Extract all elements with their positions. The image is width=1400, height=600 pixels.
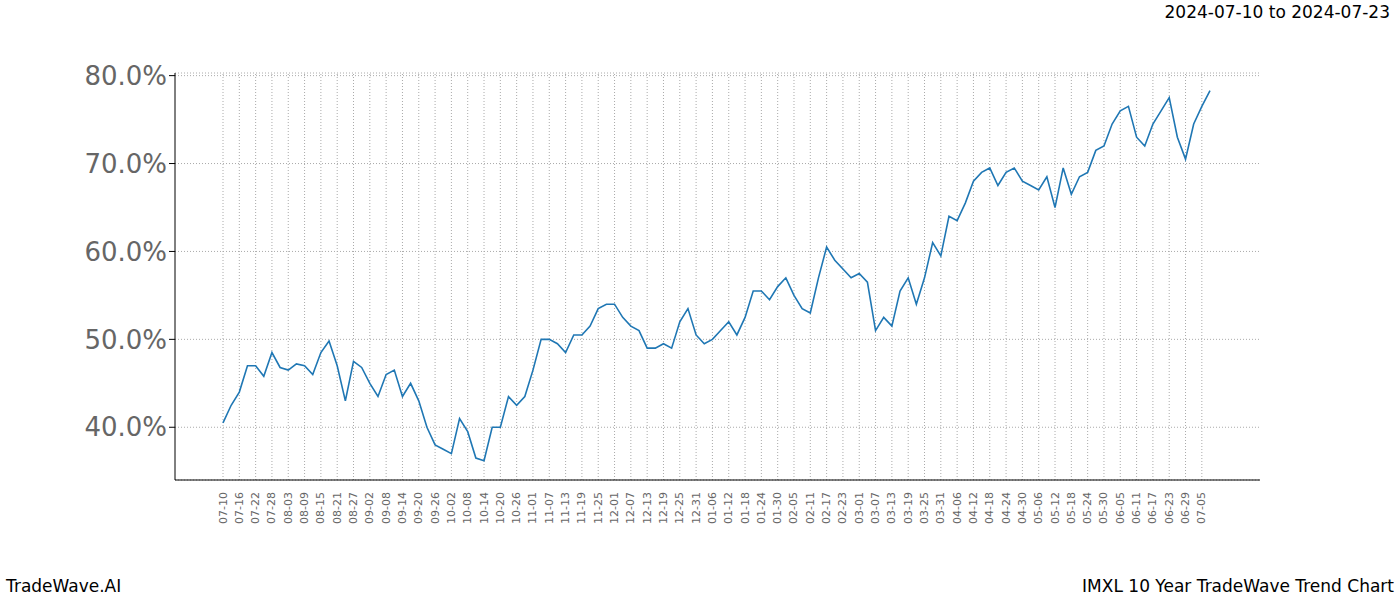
svg-text:02-23: 02-23: [836, 492, 849, 524]
svg-text:12-31: 12-31: [690, 492, 703, 524]
svg-text:08-15: 08-15: [314, 492, 327, 524]
svg-text:12-13: 12-13: [641, 492, 654, 524]
svg-text:03-25: 03-25: [918, 492, 931, 524]
svg-text:05-18: 05-18: [1065, 492, 1078, 524]
svg-text:03-31: 03-31: [934, 492, 947, 524]
svg-text:11-01: 11-01: [526, 492, 539, 524]
svg-text:09-08: 09-08: [380, 492, 393, 524]
svg-text:11-13: 11-13: [559, 492, 572, 524]
svg-text:06-17: 06-17: [1146, 492, 1159, 524]
svg-text:04-12: 04-12: [967, 492, 980, 524]
svg-text:01-06: 01-06: [706, 492, 719, 524]
svg-text:80.0%: 80.0%: [84, 61, 167, 91]
svg-text:08-27: 08-27: [347, 492, 360, 524]
svg-text:09-20: 09-20: [412, 492, 425, 524]
svg-text:03-01: 03-01: [853, 492, 866, 524]
html-text:TradeWave.AI: TradeWave.AI: [6, 576, 122, 596]
svg-text:05-06: 05-06: [1032, 492, 1045, 524]
svg-text:12-19: 12-19: [657, 492, 670, 524]
svg-text:07-16: 07-16: [233, 492, 246, 524]
svg-text:11-25: 11-25: [592, 492, 605, 524]
svg-text:04-30: 04-30: [1016, 492, 1029, 524]
svg-text:04-24: 04-24: [1000, 492, 1013, 524]
svg-text:07-28: 07-28: [265, 492, 278, 524]
svg-text:07-10: 07-10: [217, 492, 230, 524]
svg-text:06-05: 06-05: [1114, 492, 1127, 524]
svg-text:40.0%: 40.0%: [84, 412, 167, 442]
svg-text:05-12: 05-12: [1049, 492, 1062, 524]
svg-text:01-30: 01-30: [771, 492, 784, 524]
svg-text:01-12: 01-12: [722, 492, 735, 524]
svg-text:09-14: 09-14: [396, 492, 409, 524]
svg-text:06-29: 06-29: [1179, 492, 1192, 524]
svg-text:10-02: 10-02: [445, 492, 458, 524]
svg-text:10-08: 10-08: [461, 492, 474, 524]
svg-text:04-06: 04-06: [951, 492, 964, 524]
svg-text:11-19: 11-19: [575, 492, 588, 524]
svg-text:11-07: 11-07: [543, 492, 556, 524]
svg-text:05-24: 05-24: [1081, 492, 1094, 524]
html-text:IMXL 10 Year TradeWave Trend C: IMXL 10 Year TradeWave Trend Chart: [1082, 576, 1394, 596]
svg-text:12-01: 12-01: [608, 492, 621, 524]
svg-text:08-03: 08-03: [282, 492, 295, 524]
svg-text:01-24: 01-24: [755, 492, 768, 524]
svg-text:06-11: 06-11: [1130, 492, 1143, 524]
svg-text:12-25: 12-25: [673, 492, 686, 524]
svg-text:09-26: 09-26: [429, 492, 442, 524]
svg-text:08-21: 08-21: [331, 492, 344, 524]
svg-text:10-14: 10-14: [478, 492, 491, 524]
svg-text:03-13: 03-13: [885, 492, 898, 524]
svg-text:06-23: 06-23: [1163, 492, 1176, 524]
svg-text:10-20: 10-20: [494, 492, 507, 524]
svg-text:09-02: 09-02: [363, 492, 376, 524]
svg-text:02-17: 02-17: [820, 492, 833, 524]
svg-text:02-11: 02-11: [804, 492, 817, 524]
svg-text:50.0%: 50.0%: [84, 325, 167, 355]
svg-text:07-22: 07-22: [249, 492, 262, 524]
svg-text:02-05: 02-05: [787, 492, 800, 524]
html-text:2024-07-10 to 2024-07-23: 2024-07-10 to 2024-07-23: [1164, 2, 1390, 22]
svg-text:60.0%: 60.0%: [84, 237, 167, 267]
svg-text:70.0%: 70.0%: [84, 149, 167, 179]
svg-text:07-05: 07-05: [1195, 492, 1208, 524]
svg-text:08-09: 08-09: [298, 492, 311, 524]
svg-text:10-26: 10-26: [510, 492, 523, 524]
svg-text:05-30: 05-30: [1097, 492, 1110, 524]
svg-text:01-18: 01-18: [739, 492, 752, 524]
svg-text:12-07: 12-07: [624, 492, 637, 524]
svg-text:04-18: 04-18: [983, 492, 996, 524]
svg-text:03-07: 03-07: [869, 492, 882, 524]
svg-text:03-19: 03-19: [902, 492, 915, 524]
